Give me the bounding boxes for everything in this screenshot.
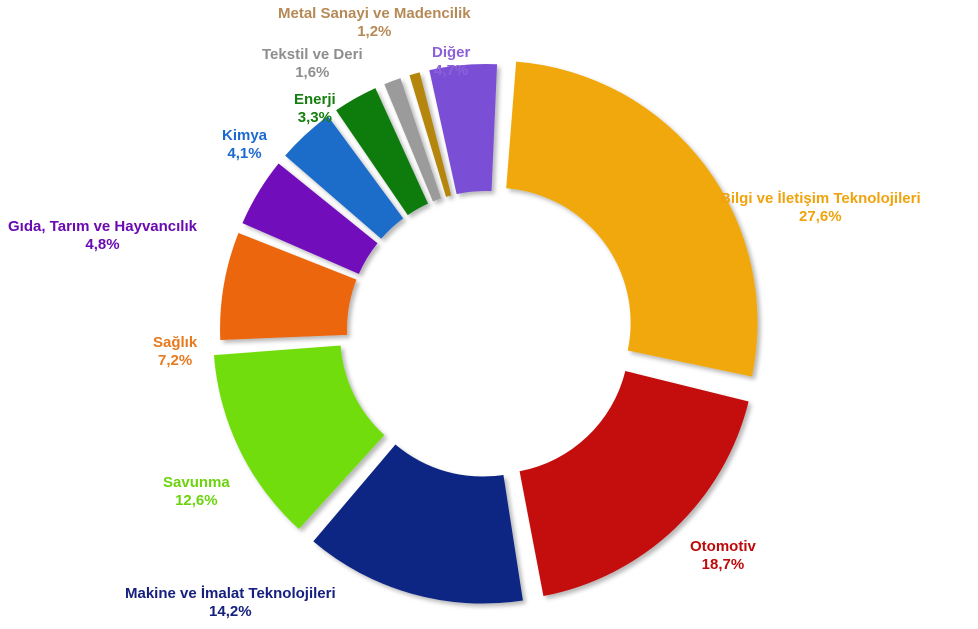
label-value: 3,3% bbox=[297, 109, 332, 126]
label-name: Diğer bbox=[432, 44, 471, 61]
label-value: 7,2% bbox=[157, 352, 193, 369]
label-name: Makine ve İmalat Teknolojileri bbox=[125, 585, 336, 602]
slice-4 bbox=[220, 232, 357, 341]
label-diger: Diğer 4,7% bbox=[432, 44, 470, 80]
label-value: 4,1% bbox=[227, 145, 262, 162]
slice-9 bbox=[409, 72, 452, 197]
label-metal-sanayi: Metal Sanayi ve Madencilik 1,2% bbox=[278, 5, 471, 41]
label-name: Gıda, Tarım ve Hayvancılık bbox=[8, 218, 197, 235]
label-value: 4,8% bbox=[85, 236, 120, 253]
label-value: 1,2% bbox=[357, 23, 392, 40]
label-bilgi-iletisim: Bilgi ve İletişim Teknolojileri 27,6% bbox=[720, 190, 921, 226]
label-tekstil-deri: Tekstil ve Deri 1,6% bbox=[262, 46, 363, 82]
slice-6 bbox=[285, 116, 404, 239]
label-name: Sağlık bbox=[153, 334, 198, 351]
slice-8 bbox=[384, 78, 442, 202]
label-value: 4,7% bbox=[434, 62, 469, 79]
slice-3 bbox=[213, 345, 385, 530]
label-value: 1,6% bbox=[295, 64, 330, 81]
label-name: Tekstil ve Deri bbox=[262, 46, 363, 63]
slice-7 bbox=[336, 88, 429, 216]
label-kimya: Kimya 4,1% bbox=[222, 127, 267, 163]
label-value: 18,7% bbox=[701, 556, 745, 573]
slice-2 bbox=[313, 444, 523, 604]
label-value: 14,2% bbox=[209, 603, 252, 620]
label-name: Kimya bbox=[222, 127, 268, 144]
label-value: 12,6% bbox=[175, 492, 218, 509]
label-otomotiv: Otomotiv 18,7% bbox=[690, 538, 756, 574]
label-name: Otomotiv bbox=[690, 538, 756, 555]
label-savunma: Savunma 12,6% bbox=[163, 474, 230, 510]
slice-0 bbox=[506, 61, 758, 377]
label-gida-tarim: Gıda, Tarım ve Hayvancılık 4,8% bbox=[8, 218, 197, 254]
slice-5 bbox=[242, 163, 378, 274]
label-saglik: Sağlık 7,2% bbox=[153, 334, 197, 370]
label-enerji: Enerji 3,3% bbox=[294, 91, 336, 127]
label-name: Savunma bbox=[163, 474, 230, 491]
label-makine-imalat: Makine ve İmalat Teknolojileri 14,2% bbox=[125, 585, 336, 621]
label-value: 27,6% bbox=[799, 208, 842, 225]
label-name: Bilgi ve İletişim Teknolojileri bbox=[720, 190, 921, 207]
slice-10 bbox=[429, 64, 498, 195]
label-name: Metal Sanayi ve Madencilik bbox=[278, 5, 471, 22]
slice-1 bbox=[519, 371, 749, 597]
label-name: Enerji bbox=[294, 91, 336, 108]
